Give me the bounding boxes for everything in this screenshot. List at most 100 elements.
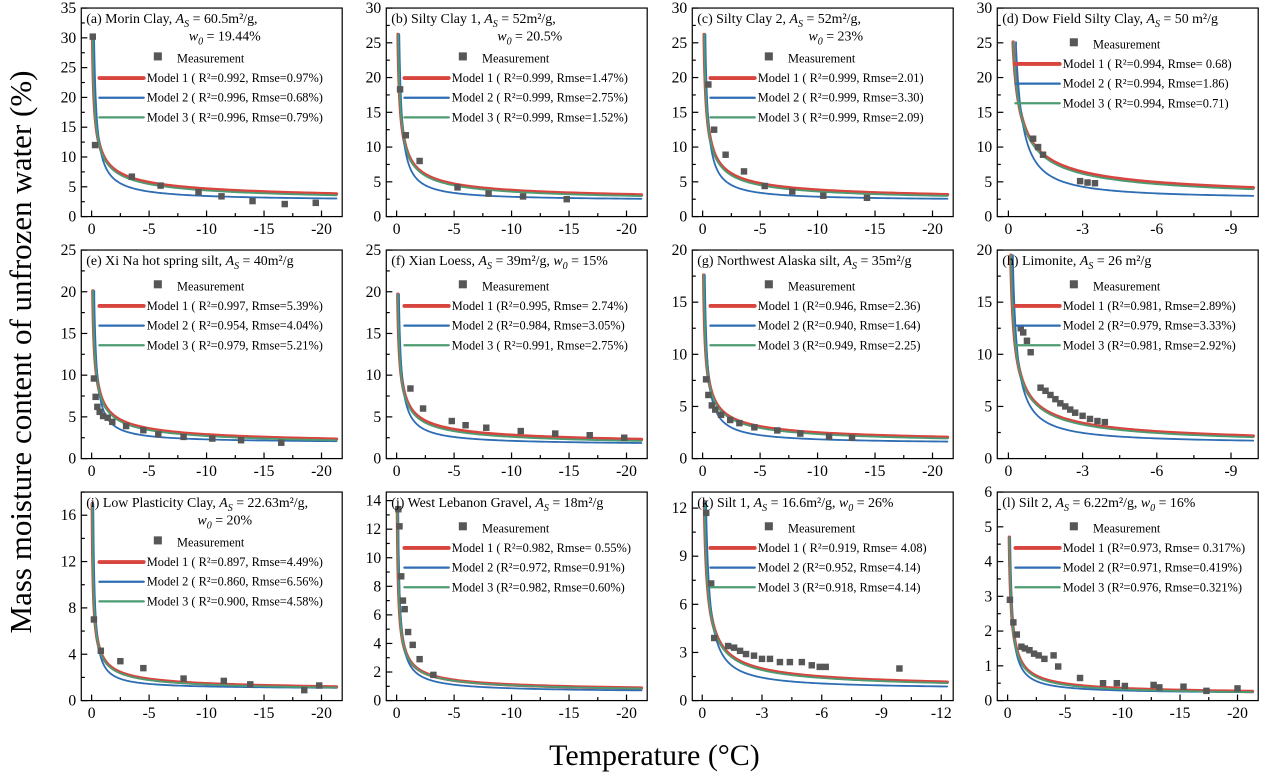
svg-text:(k) Silt 1, AS = 16.6m²/g, w0: (k) Silt 1, AS = 16.6m²/g, w0 = 26% (697, 496, 894, 514)
svg-text:-10: -10 (807, 463, 828, 480)
measurement-points-d (1029, 135, 1098, 187)
svg-text:0: 0 (68, 450, 76, 467)
measurement-point (195, 188, 202, 196)
svg-text:12: 12 (61, 553, 77, 570)
tick-labels-h: 0 -3 -6 -9 0 5 10 15 20 (976, 244, 1237, 480)
svg-text:5: 5 (679, 398, 687, 415)
measurement-point (707, 579, 714, 587)
legend-label-model3: Model 3 (R²=0.981, Rmse=2.92%) (1063, 338, 1236, 352)
legend-label-model2: Model 2 (R²=0.984, Rmse=3.05%) (452, 318, 625, 332)
svg-text:0: 0 (374, 692, 382, 709)
measurement-point (825, 433, 832, 440)
measurement-points-i (90, 615, 323, 693)
svg-text:25: 25 (976, 35, 992, 52)
measurement-point (721, 151, 729, 158)
svg-text:5: 5 (374, 409, 382, 426)
svg-text:-20: -20 (1227, 705, 1248, 722)
tick-labels-k: 0 -3 -6 -9 -12 0 3 6 9 12 (671, 500, 951, 722)
subplot-cell-c: 0 -5 -10 -15 -20 0 5 10 15 20 25 30 (c) Silty Clay 2… (655, 2, 960, 244)
legend-label-model3: Model 3 ( R²=0.996, Rmse=0.79%) (147, 110, 323, 124)
measurement-point (218, 193, 225, 200)
svg-text:-20: -20 (311, 463, 332, 480)
legend-b: Measurement Model 1 ( R²=0.999, Rmse=1.47… (402, 51, 628, 124)
axes-c (691, 7, 954, 218)
subplot-e: 0 -5 -10 -15 -20 0 5 10 15 20 25 (e) Xi Na hot spri… (61, 244, 343, 480)
svg-text:10: 10 (976, 139, 992, 156)
legend-label-model3: Model 3 (R²=0.918, Rmse=4.14) (757, 580, 920, 594)
svg-text:-5: -5 (1058, 705, 1071, 722)
svg-text:5: 5 (68, 409, 76, 426)
svg-text:20: 20 (61, 284, 77, 301)
measurement-point (717, 411, 724, 418)
legend-g: Measurement Model 1 (R²=0.946, Rmse=2.36)… (707, 279, 920, 352)
svg-text:-6: -6 (1150, 463, 1163, 480)
svg-text:0: 0 (679, 209, 687, 226)
title-a: (a) Morin Clay, AS = 60.5m²/g,w0 = 19.44… (86, 12, 261, 47)
legend-measurement-marker (764, 521, 773, 530)
measurement-point (1037, 384, 1044, 391)
legend-measurement-label: Measurement (787, 279, 855, 293)
legend-c: Measurement Model 1 ( R²=0.999, Rmse=2.01… (707, 51, 923, 124)
legend-label-model1: Model 1 ( R²=0.994, Rmse= 0.68) (1063, 57, 1232, 71)
measurement-point (180, 674, 187, 682)
measurement-point (848, 434, 855, 441)
legend-label-model1: Model 1 (R²=0.981, Rmse=2.89%) (1063, 299, 1236, 313)
title-h: (h) Limonite, AS = 26 m²/g (1002, 254, 1151, 272)
measurement-point (157, 182, 164, 189)
legend-label-model3: Model 3 (R²=0.982, Rmse=0.60%) (452, 580, 625, 594)
svg-text:20: 20 (366, 70, 382, 87)
measurement-point (397, 86, 404, 93)
svg-text:5: 5 (68, 179, 76, 196)
svg-text:0: 0 (984, 209, 992, 226)
svg-text:(a) Morin Clay, AS = 60.5m²/g,: (a) Morin Clay, AS = 60.5m²/g, (86, 12, 257, 30)
measurement-point (1017, 643, 1025, 650)
measurement-points-g (702, 375, 855, 441)
legend-measurement-label: Measurement (787, 521, 855, 535)
legend-label-model2: Model 2 ( R²=0.996, Rmse=0.68%) (147, 91, 323, 105)
legend-measurement-label: Measurement (482, 51, 550, 65)
tick-labels-i: 0 -5 -10 -15 -20 0 4 8 12 16 (61, 507, 332, 722)
curve-model2-a (93, 35, 338, 200)
svg-text:-10: -10 (501, 705, 522, 722)
curve-model3-k (703, 500, 948, 684)
legend-label-model1: Model 1 ( R²=0.919, Rmse= 4.08) (757, 541, 926, 555)
svg-text:(i) Low Plasticity Clay, AS =: (i) Low Plasticity Clay, AS = 22.63m²/g, (86, 496, 308, 514)
svg-text:5: 5 (679, 174, 687, 191)
legend-measurement-marker (153, 535, 162, 544)
measurement-point (1021, 644, 1028, 652)
svg-text:0: 0 (88, 705, 96, 722)
measurement-point (730, 643, 737, 651)
measurement-points-h (1017, 324, 1108, 426)
svg-text:20: 20 (976, 70, 992, 87)
curve-model3-a (91, 35, 338, 197)
svg-text:0: 0 (698, 463, 706, 480)
curve-model3-i (91, 502, 338, 689)
measurement-point (407, 385, 414, 392)
title-l: (l) Silt 2, AS = 6.22m²/g, w0 = 16% (1002, 496, 1195, 514)
measurement-point (1234, 684, 1241, 692)
measurement-point (1101, 418, 1108, 426)
measurement-point (1113, 679, 1120, 686)
subplot-i: 0 -5 -10 -15 -20 0 4 8 12 16 (i) Low Plasticity Cl… (61, 491, 343, 722)
measurement-point (485, 190, 493, 197)
svg-text:6: 6 (374, 606, 382, 623)
curve-model1-f (396, 292, 644, 442)
measurement-point (808, 661, 815, 669)
subplot-cell-a: 0 -5 -10 -15 -20 0 5 10 15 20 25 30 35 (a) Morin Clay… (44, 2, 349, 244)
measurement-point (247, 680, 254, 688)
curve-model2-e (93, 289, 338, 442)
model-curves-k (702, 499, 949, 687)
svg-text:-5: -5 (448, 463, 461, 480)
svg-text:(c) Silty Clay 2, AS = 52m²/g,: (c) Silty Clay 2, AS = 52m²/g, (697, 12, 861, 30)
legend-label-model2: Model 2 (R²=0.972, Rmse=0.91%) (452, 560, 625, 574)
measurement-point (1061, 403, 1069, 410)
svg-text:30: 30 (671, 2, 687, 17)
svg-text:10: 10 (671, 139, 687, 156)
measurement-point (420, 405, 427, 412)
axes-g (691, 249, 954, 459)
measurement-point (822, 663, 829, 670)
measurement-point (1079, 412, 1086, 419)
measurement-point (796, 430, 804, 437)
svg-text:-5: -5 (143, 705, 156, 722)
measurement-points-k (702, 509, 903, 672)
